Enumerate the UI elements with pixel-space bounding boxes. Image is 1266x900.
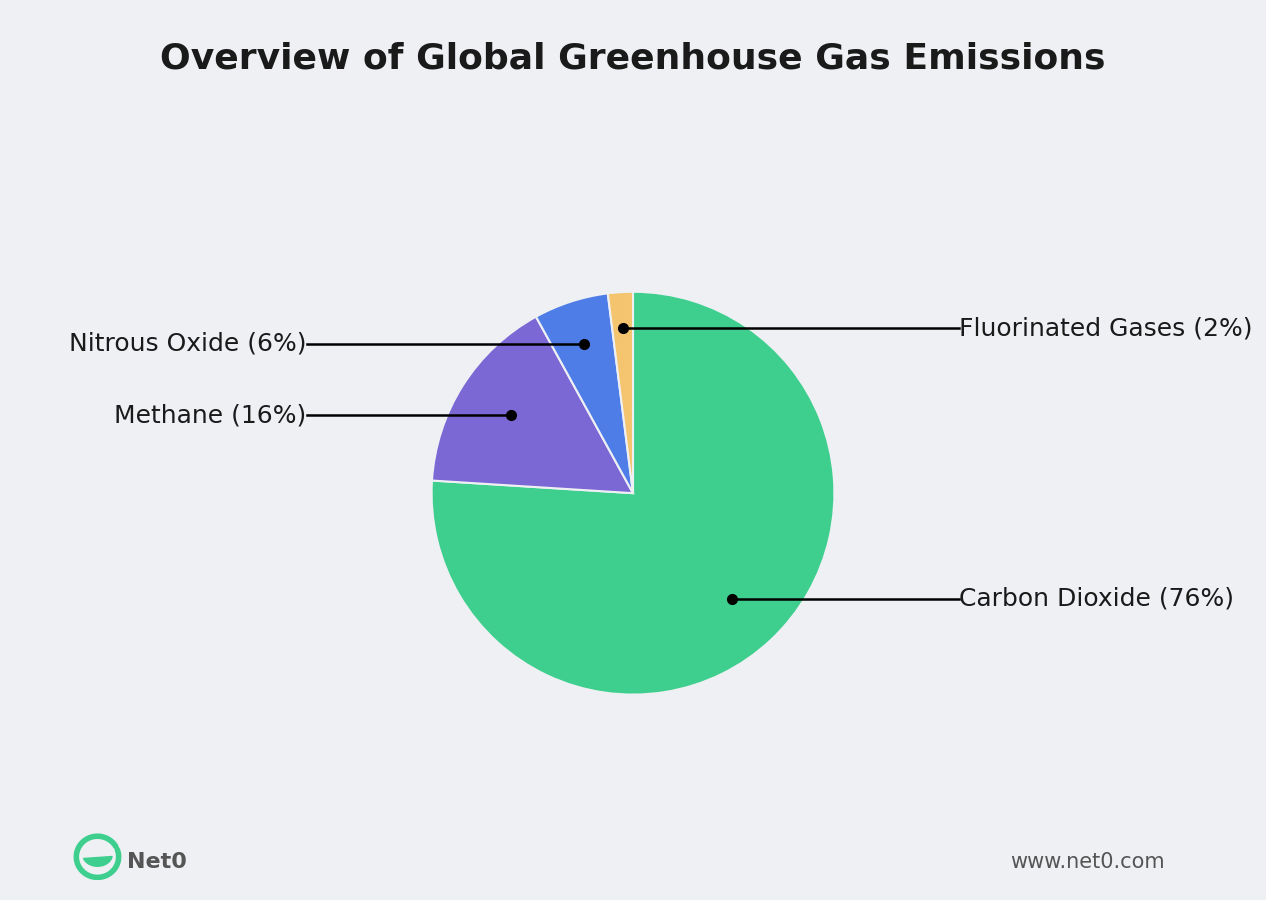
Text: Overview of Global Greenhouse Gas Emissions: Overview of Global Greenhouse Gas Emissi…	[161, 41, 1105, 76]
Text: www.net0.com: www.net0.com	[1010, 852, 1165, 872]
Text: Methane (16%): Methane (16%)	[114, 403, 306, 427]
Wedge shape	[432, 317, 633, 493]
Wedge shape	[432, 292, 834, 695]
Wedge shape	[608, 292, 633, 493]
Text: Net0: Net0	[127, 852, 186, 872]
Text: Carbon Dioxide (76%): Carbon Dioxide (76%)	[960, 587, 1234, 611]
Wedge shape	[536, 293, 633, 493]
Text: Nitrous Oxide (6%): Nitrous Oxide (6%)	[70, 332, 306, 356]
Text: Fluorinated Gases (2%): Fluorinated Gases (2%)	[960, 316, 1253, 340]
Polygon shape	[84, 857, 113, 867]
